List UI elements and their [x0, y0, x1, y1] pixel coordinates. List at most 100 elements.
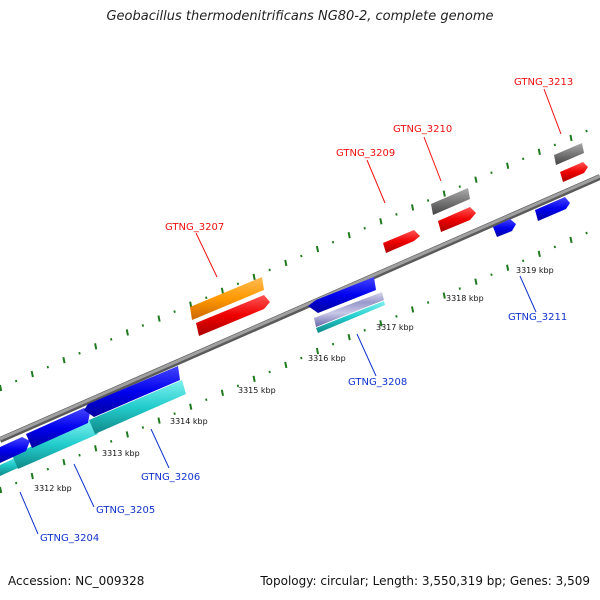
tick-mark: [300, 254, 303, 258]
tick-mark: [0, 384, 3, 392]
gene-GTNG_3208[interactable]: [308, 277, 376, 313]
label-GTNG_3207: GTNG_3207: [165, 222, 224, 233]
tick-mark: [173, 310, 176, 313]
blue-gene-group: [0, 197, 570, 463]
tick-mark: [252, 273, 256, 281]
label-GTNG_3209: GTNG_3209: [336, 148, 395, 159]
leader-GTNG_3204: [19, 491, 39, 535]
tick-mark: [315, 347, 320, 355]
tick-mark: [205, 296, 208, 300]
gene-GTNG_3210-gray[interactable]: [431, 188, 470, 215]
leader-GTNG_3205: [73, 463, 95, 508]
tick-mark: [46, 467, 50, 471]
tick-mark: [78, 351, 81, 355]
tick-mark: [331, 342, 335, 346]
label-GTNG_3211: GTNG_3211: [508, 312, 567, 323]
tick-mark: [458, 287, 461, 290]
tick-mark: [506, 162, 510, 169]
tick-mark: [110, 440, 113, 443]
cyan-feature-group: [0, 380, 186, 476]
label-GTNG_3206: GTNG_3206: [141, 472, 200, 483]
tick-mark: [205, 398, 208, 402]
tick-mark: [300, 356, 303, 360]
accession-text: Accession: NC_009328: [8, 574, 145, 588]
tick-mark: [537, 250, 541, 258]
gene-labels: GTNG_3207 GTNG_3209 GTNG_3210 GTNG_3213 …: [40, 77, 573, 544]
tick-mark: [30, 472, 34, 480]
tick-mark: [458, 185, 461, 188]
tick-mark: [125, 431, 129, 438]
label-GTNG_3213: GTNG_3213: [514, 77, 573, 88]
tick-mark: [125, 329, 129, 336]
tick-mark: [141, 426, 145, 429]
tick-mark: [110, 338, 113, 341]
topology-summary: Topology: circular; Length: 3,550,319 bp…: [260, 574, 590, 588]
leader-GTNG_3209: [366, 159, 386, 204]
tick-mark: [236, 282, 240, 286]
scale-label-3314: 3314 kbp: [170, 417, 208, 426]
scale-label-3312: 3312 kbp: [34, 484, 72, 493]
tick-mark: [284, 361, 288, 369]
inner-tick-track: [0, 231, 588, 494]
tick-mark: [569, 236, 573, 244]
tick-mark: [363, 226, 366, 230]
gene-GTNG_3211-a[interactable]: [493, 219, 516, 237]
tick-mark: [78, 453, 81, 457]
tick-mark: [442, 190, 446, 197]
tick-mark: [14, 481, 18, 485]
gene-GTNG_3206-cyan[interactable]: [89, 380, 186, 434]
gene-GTNG_3207[interactable]: [196, 295, 270, 336]
genome-backbone: [0, 174, 600, 443]
leader-GTNG_3210: [423, 136, 442, 182]
scale-label-3316: 3316 kbp: [308, 354, 346, 363]
gene-GTNG_3209[interactable]: [383, 230, 420, 253]
tick-mark: [522, 157, 525, 161]
scale-label-3317: 3317 kbp: [376, 323, 414, 332]
label-GTNG_3204: GTNG_3204: [40, 533, 99, 544]
tick-mark: [474, 176, 478, 183]
tick-mark: [220, 287, 225, 294]
gene-GTNG_3211-b[interactable]: [535, 197, 570, 221]
tick-mark: [268, 268, 271, 272]
tick-mark: [585, 231, 588, 235]
tick-mark: [395, 315, 398, 318]
tick-mark: [490, 273, 493, 277]
tick-mark: [94, 343, 98, 350]
gene-GTNG_3205-cyan[interactable]: [12, 420, 98, 469]
tick-mark: [315, 245, 320, 253]
gene-GTNG_3206[interactable]: [84, 366, 180, 417]
label-GTNG_3210: GTNG_3210: [393, 124, 452, 135]
tick-mark: [474, 278, 478, 285]
tick-mark: [553, 245, 557, 249]
gene-GTNG_3208-rna[interactable]: [314, 292, 385, 333]
scale-label-3315: 3315 kbp: [238, 386, 276, 395]
label-leaders: [19, 88, 562, 535]
label-GTNG_3205: GTNG_3205: [96, 505, 155, 516]
gene-GTNG_3213-gray[interactable]: [554, 143, 584, 165]
gene-GTNG_3210[interactable]: [438, 207, 476, 232]
gene-GTNG_3205[interactable]: [26, 408, 90, 448]
tick-mark: [236, 384, 240, 388]
tick-mark: [189, 403, 193, 410]
gene-GTNG_3204[interactable]: [0, 437, 30, 463]
tick-mark: [62, 357, 66, 364]
tick-mark: [426, 199, 430, 202]
tick-mark: [522, 259, 525, 263]
outer-tick-track: [0, 129, 588, 392]
forward-gene-group: [190, 143, 588, 336]
tick-mark: [220, 389, 225, 396]
scale-label-3313: 3313 kbp: [102, 449, 140, 458]
gene-GTNG_3213[interactable]: [560, 162, 588, 182]
leader-GTNG_3208: [356, 333, 377, 377]
tick-mark: [379, 218, 383, 225]
gene-GTNG_3207-orange[interactable]: [190, 277, 264, 320]
tick-mark: [331, 240, 335, 244]
scale-label-3318: 3318 kbp: [446, 294, 484, 303]
tick-mark: [442, 292, 446, 299]
tick-mark: [410, 306, 415, 313]
leader-GTNG_3213: [543, 88, 562, 135]
tick-mark: [569, 134, 573, 142]
tick-mark: [173, 412, 176, 415]
tick-mark: [490, 171, 493, 175]
